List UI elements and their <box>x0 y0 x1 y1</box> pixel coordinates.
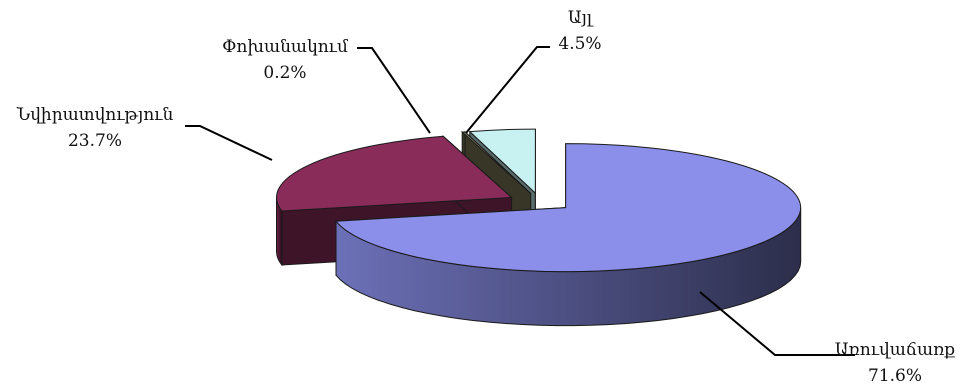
pie-slices <box>276 128 802 327</box>
label-name-arruvacharq: Առուվաճառք <box>835 340 955 360</box>
leader-line-arruvacharq <box>699 291 855 356</box>
label-value-pokhanakum: 0.2% <box>263 63 306 83</box>
label-name-nviratvutyun: Նվիրատվություն <box>16 105 174 125</box>
label-name-pokhanakum: Փոխանակում <box>222 37 349 57</box>
label-value-nviratvutyun: 23.7% <box>68 131 122 151</box>
leader-line-nviratvutyun <box>185 125 273 161</box>
leader-line-ayl <box>465 46 550 134</box>
leader-line-pokhanakum <box>357 47 431 134</box>
pie-labels: Առուվաճառք 71.6% Նվիրատվություն 23.7% Փոխանա… <box>16 8 956 386</box>
label-value-arruvacharq: 71.6% <box>868 366 922 386</box>
slice-arruvacharq <box>335 143 802 327</box>
label-name-ayl: Այլ <box>568 8 594 28</box>
label-value-ayl: 4.5% <box>558 34 601 54</box>
